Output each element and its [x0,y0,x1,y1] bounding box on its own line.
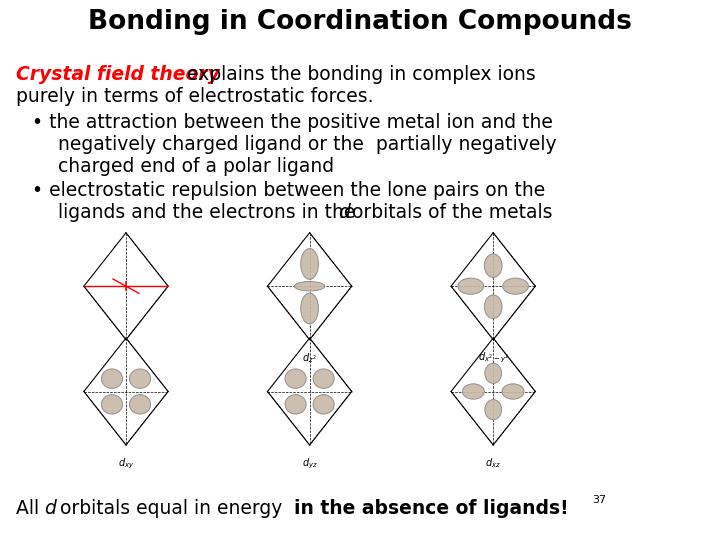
Ellipse shape [485,295,502,319]
Ellipse shape [130,369,150,388]
Ellipse shape [485,400,502,420]
Ellipse shape [294,281,325,291]
Text: • the attraction between the positive metal ion and the: • the attraction between the positive me… [32,113,553,132]
Ellipse shape [301,248,318,279]
Text: ligands and the electrons in the: ligands and the electrons in the [58,202,361,221]
Ellipse shape [102,395,122,414]
Text: charged end of a polar ligand: charged end of a polar ligand [58,157,334,176]
Text: $d_{xz}$: $d_{xz}$ [485,456,501,470]
Text: $d_{yz}$: $d_{yz}$ [302,456,318,471]
Text: orbitals of the metals: orbitals of the metals [346,202,552,221]
Ellipse shape [503,278,528,294]
Ellipse shape [462,384,485,399]
Text: d: d [45,500,56,518]
Text: $d_{x^2-y^2}$: $d_{x^2-y^2}$ [477,351,509,366]
Ellipse shape [485,254,502,278]
Ellipse shape [485,363,502,383]
Ellipse shape [285,369,306,388]
Text: Crystal field theory: Crystal field theory [16,65,220,84]
Text: • electrostatic repulsion between the lone pairs on the: • electrostatic repulsion between the lo… [32,181,546,200]
Text: 37: 37 [592,495,606,505]
Text: in the absence of ligands!: in the absence of ligands! [294,500,568,518]
Text: All: All [16,500,45,518]
Text: d: d [338,202,350,221]
Ellipse shape [458,278,484,294]
Text: $d_{xy}$: $d_{xy}$ [118,456,134,471]
Ellipse shape [313,369,334,388]
Ellipse shape [130,395,150,414]
Text: orbitals equal in energy: orbitals equal in energy [54,500,289,518]
Text: negatively charged ligand or the  partially negatively: negatively charged ligand or the partial… [58,135,557,154]
Ellipse shape [313,395,334,414]
Text: $d_{z^2}$: $d_{z^2}$ [302,351,317,365]
Text: purely in terms of electrostatic forces.: purely in terms of electrostatic forces. [16,87,374,106]
Ellipse shape [301,293,318,324]
Ellipse shape [502,384,524,399]
Text: Bonding in Coordination Compounds: Bonding in Coordination Compounds [88,9,632,36]
Text: explains the bonding in complex ions: explains the bonding in complex ions [181,65,536,84]
Ellipse shape [285,395,306,414]
Ellipse shape [102,369,122,388]
